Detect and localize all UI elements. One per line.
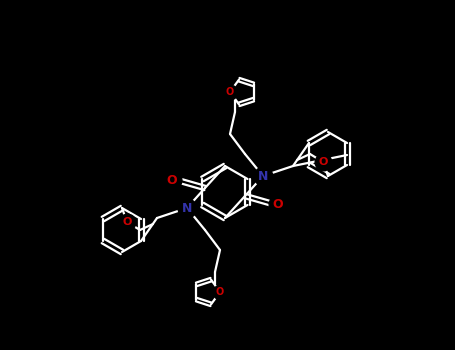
Text: O: O (318, 157, 328, 167)
Text: O: O (273, 197, 283, 210)
Text: N: N (258, 169, 268, 182)
Text: O: O (167, 174, 177, 187)
Text: N: N (182, 202, 192, 215)
Text: O: O (216, 287, 224, 297)
Text: O: O (226, 87, 234, 97)
Text: O: O (122, 217, 131, 227)
